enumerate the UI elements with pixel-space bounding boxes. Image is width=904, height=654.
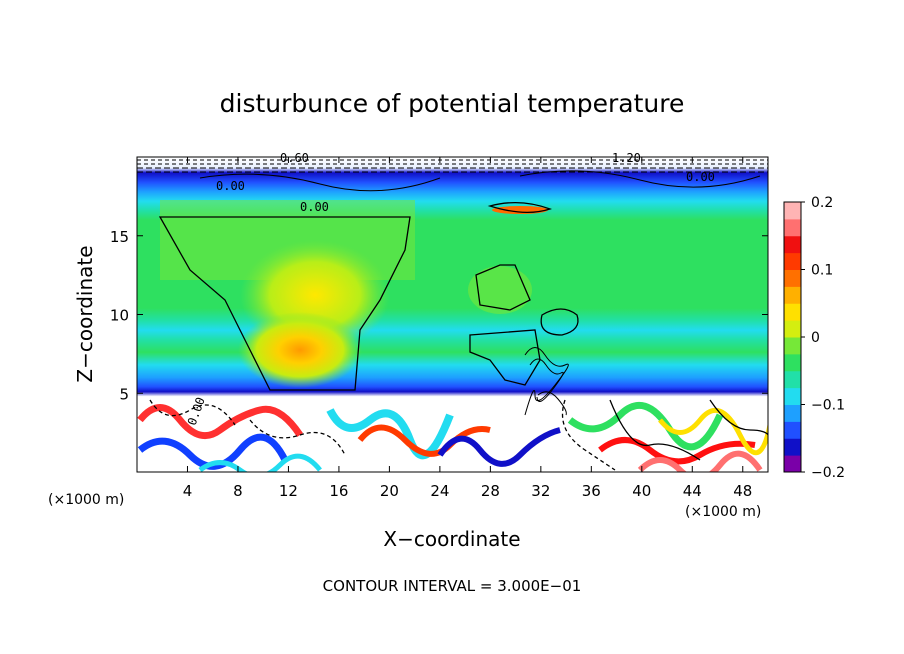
x-tick-label: 16 [329, 482, 348, 500]
x-unit-right: (×1000 m) [685, 504, 761, 520]
plot-area [137, 157, 768, 472]
x-tick-label: 48 [733, 482, 752, 500]
colorbar-swatch [784, 303, 801, 321]
boundary-layer-turbulence [137, 402, 768, 472]
colorbar-swatch [784, 202, 801, 220]
y-tick-label: 15 [110, 228, 129, 246]
colorbar-swatch [784, 353, 801, 372]
y-axis-label: Z−coordinate [73, 245, 97, 382]
contour-label: 0.00 [216, 179, 245, 193]
x-tick-label: 36 [582, 482, 601, 500]
cloud-right-anomaly [468, 266, 532, 314]
colorbar: −0.2 −0.1 0 0.1 0.2 [783, 195, 845, 481]
turbulent-cluster [524, 347, 569, 416]
core-warm-anomaly [238, 312, 362, 388]
x-tick-label: 32 [531, 482, 550, 500]
x-tick-label: 40 [632, 482, 651, 500]
solid-contours [149, 202, 768, 471]
contour-label: 0.60 [280, 151, 309, 165]
x-tick-label: 44 [683, 482, 702, 500]
x-tick-label: 12 [279, 482, 298, 500]
contour-interval-note: CONTOUR INTERVAL = 3.000E−01 [323, 577, 582, 595]
x-tick-label: 24 [430, 482, 449, 500]
upper-warm-streak [492, 206, 548, 214]
contour-labels: 0.60 1.20 0.00 0.00 0.00 0.00 [185, 151, 715, 427]
colorbar-tick-label: −0.2 [811, 465, 845, 481]
x-tick-label: 20 [380, 482, 399, 500]
y-axis: 5 10 15 [110, 228, 768, 403]
y-tick-label: 5 [119, 385, 129, 403]
chart-title: disturbunce of potential temperature [220, 89, 685, 118]
colorbar-tick-label: 0.2 [811, 195, 833, 211]
colorbar-swatch [784, 218, 801, 237]
colorbar-swatch [784, 370, 801, 389]
colorbar-swatch [784, 421, 801, 439]
colorbar-swatch [784, 269, 801, 287]
colorbar-tick-label: 0.1 [811, 263, 833, 279]
colorbar-tick-label: −0.1 [811, 398, 845, 414]
x-axis-label: X−coordinate [383, 527, 520, 551]
x-tick-label: 4 [183, 482, 193, 500]
colorbar-swatch [784, 235, 801, 254]
contour-label: 0.00 [300, 200, 329, 214]
colorbar-swatch [784, 252, 801, 270]
colorbar-swatch [784, 320, 801, 338]
colorbar-swatch [784, 286, 801, 304]
colorbar-swatch [784, 337, 801, 355]
contour-label: 1.20 [612, 151, 641, 165]
y-tick-label: 10 [110, 307, 129, 325]
contour-label: 0.00 [686, 170, 715, 184]
stratosphere-contours [137, 159, 768, 192]
colorbar-swatch [784, 438, 801, 456]
x-tick-label: 8 [233, 482, 243, 500]
colorbar-tick-label: 0 [811, 330, 820, 346]
x-unit-left: (×1000 m) [48, 492, 124, 508]
colorbar-swatch [784, 387, 801, 405]
x-tick-label: 28 [481, 482, 500, 500]
x-axis: 4 8 12 16 20 24 28 32 36 40 44 48 [183, 157, 752, 500]
colorbar-swatch [784, 404, 801, 422]
colorbar-swatch [784, 455, 801, 473]
